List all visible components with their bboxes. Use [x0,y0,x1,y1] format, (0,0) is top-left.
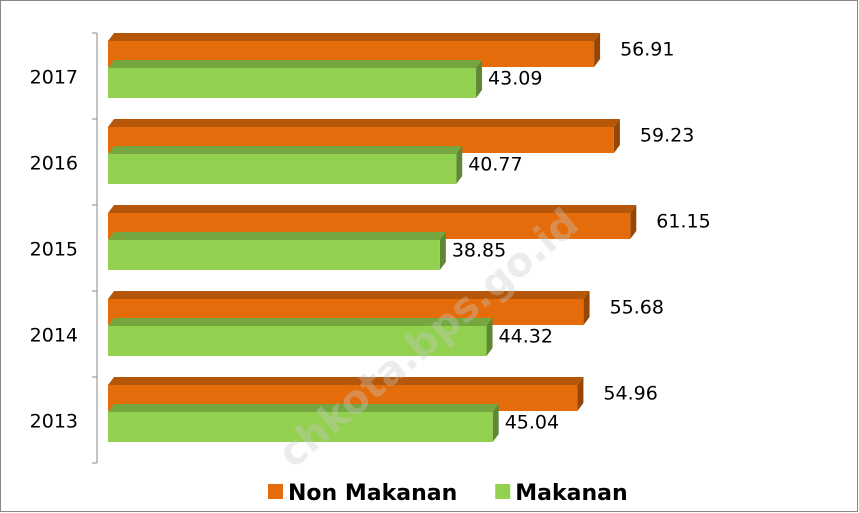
value-label: 38.85 [452,240,506,262]
bar-side [577,377,584,411]
value-label: 43.09 [488,68,542,90]
bar [108,326,487,356]
value-label: 54.96 [603,383,657,405]
bar-side [630,205,637,239]
value-label: 44.32 [499,326,553,348]
bar-side [456,146,463,184]
bar-top [108,318,493,326]
legend-label: Makanan [515,481,627,506]
value-label: 40.77 [468,154,522,176]
bar-side [613,119,620,153]
bar-top [108,60,483,68]
bar-side [583,291,590,325]
bar-top [108,33,601,41]
bar-side [492,404,499,442]
bar-top [108,119,620,127]
legend-swatch [268,484,283,499]
bar-top [108,146,463,154]
bar [108,240,440,270]
value-label: 56.91 [620,39,674,61]
bar [108,68,477,98]
value-label: 55.68 [610,297,664,319]
bar-side [439,232,446,270]
value-label: 45.04 [505,412,559,434]
bar-top [108,404,499,412]
bar-top [108,377,584,385]
bar-top [108,291,590,299]
y-tick-label: 2015 [30,239,78,261]
bar-side [486,318,493,356]
value-label: 59.23 [640,125,694,147]
y-tick-label: 2017 [30,67,78,89]
y-tick-label: 2014 [30,325,78,347]
bar [108,154,457,184]
bar-top [108,205,637,213]
legend-swatch [495,484,511,499]
legend-label: Non Makanan [288,481,457,506]
bar [108,412,493,442]
bar-side [476,60,483,98]
value-label: 61.15 [656,211,710,233]
y-tick-label: 2013 [30,411,78,433]
bar-side [594,33,601,67]
bar-top [108,232,446,240]
y-tick-label: 2016 [30,153,78,175]
